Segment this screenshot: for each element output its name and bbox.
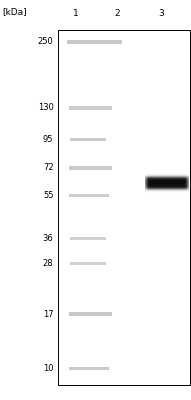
Bar [69,312,112,316]
Text: 1: 1 [73,9,78,18]
Text: 250: 250 [38,37,53,46]
Bar [67,40,122,44]
Text: 17: 17 [43,310,53,319]
Bar [70,366,109,370]
Text: 72: 72 [43,163,53,172]
Bar [69,166,112,170]
Text: 10: 10 [43,364,53,373]
Bar [70,194,109,197]
Text: [kDa]: [kDa] [2,7,27,16]
Bar [58,30,190,385]
Text: 36: 36 [43,234,53,243]
Bar [70,262,106,265]
Text: 95: 95 [43,135,53,144]
Text: 55: 55 [43,191,53,200]
Text: 130: 130 [38,103,53,112]
Text: 2: 2 [115,9,120,18]
Text: 28: 28 [43,259,53,268]
Bar [69,106,112,110]
Bar [70,237,106,240]
Bar [70,138,106,141]
Text: 3: 3 [158,9,164,18]
